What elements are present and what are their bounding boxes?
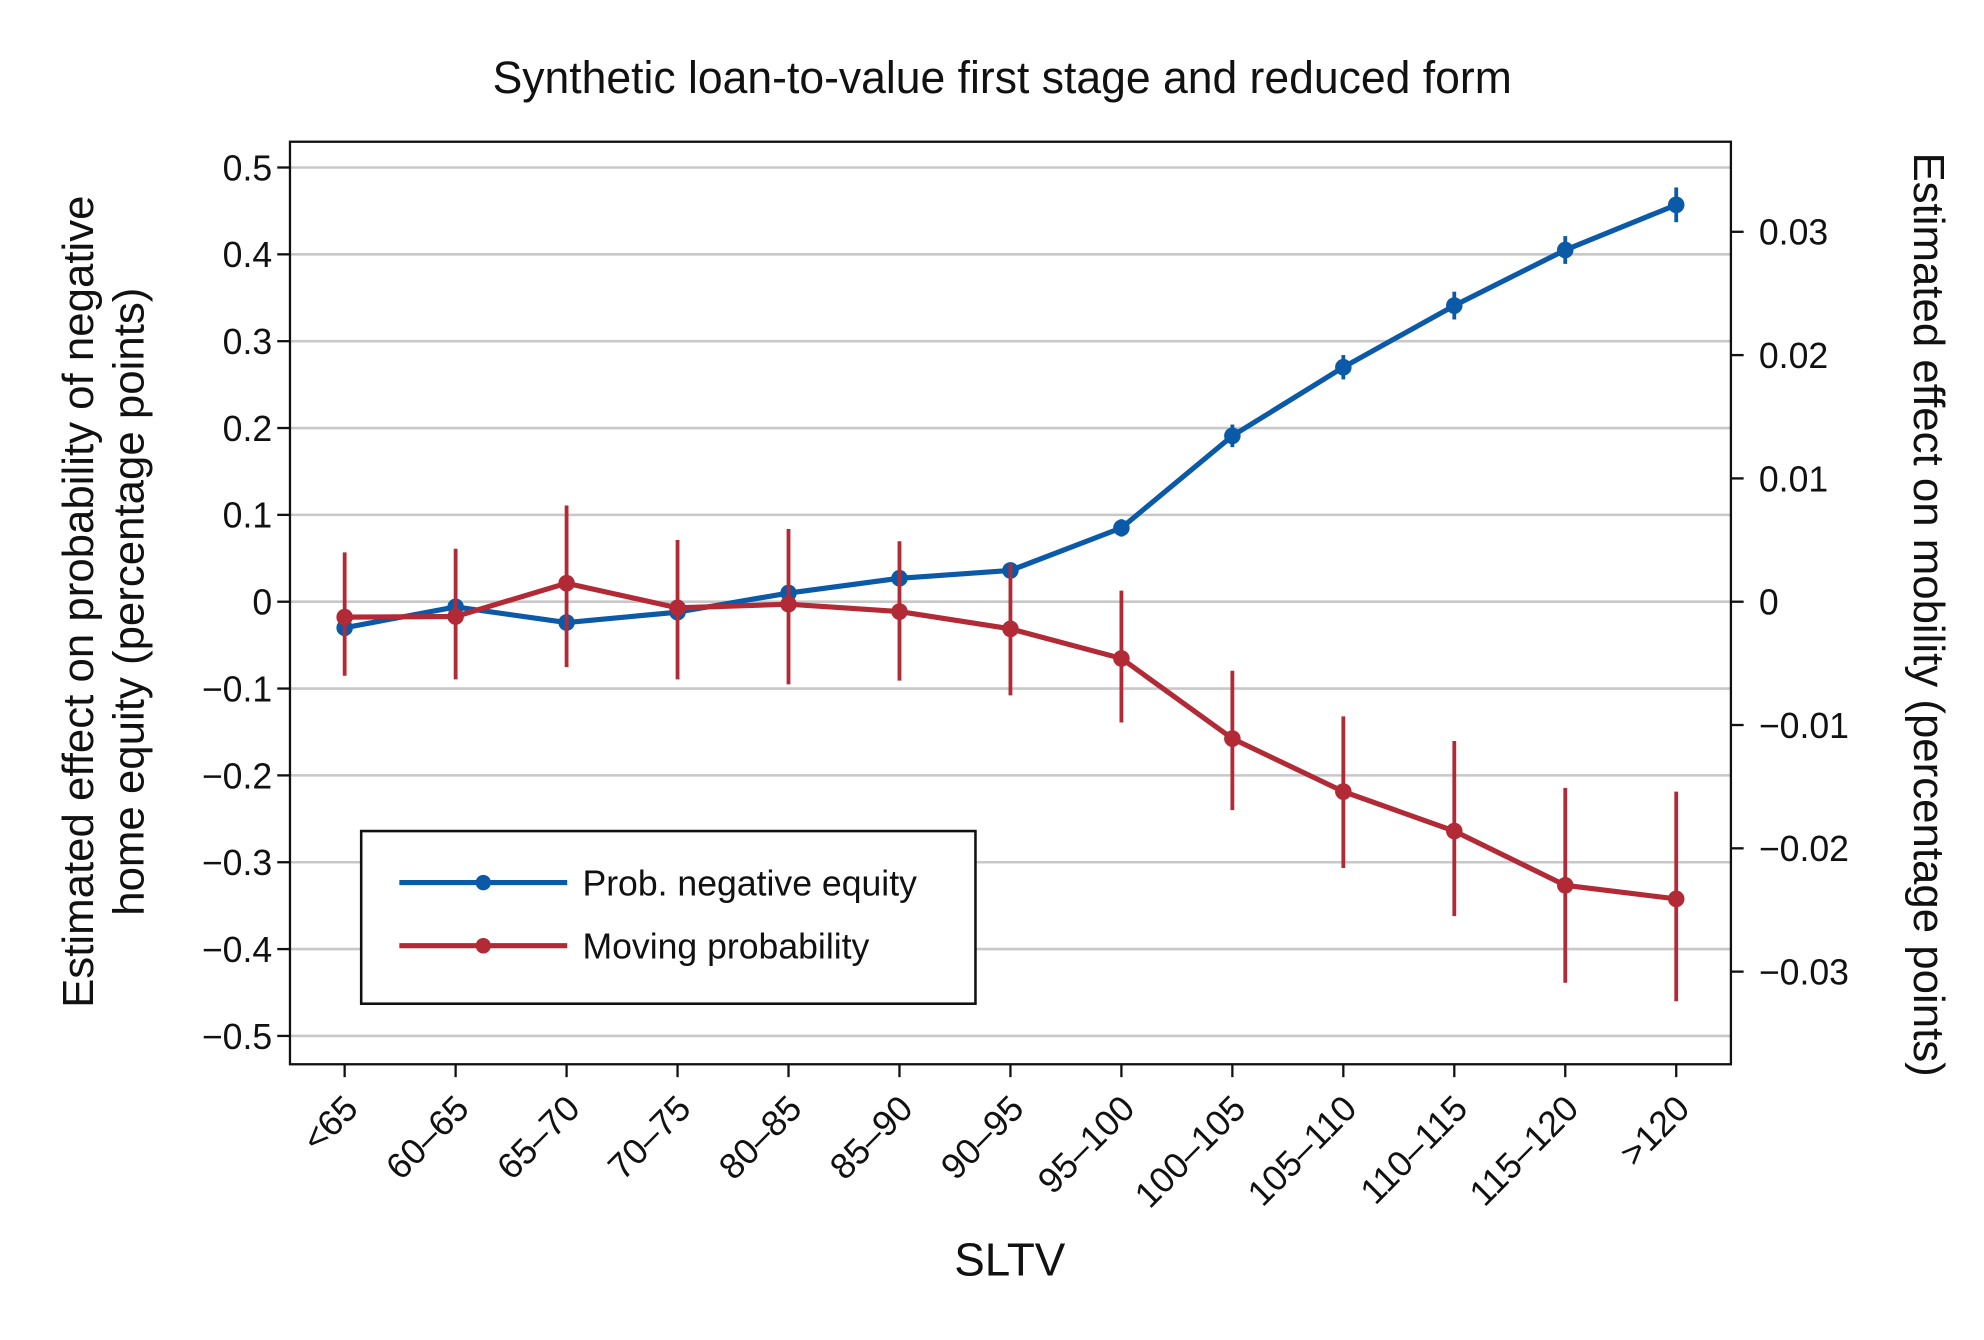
data-point — [780, 595, 797, 613]
left-y-tick-label: 0.4 — [223, 235, 272, 275]
left-y-tick-label: 0.5 — [223, 148, 272, 188]
data-point — [1556, 241, 1574, 259]
left-y-tick-label: 0.1 — [223, 496, 272, 536]
data-point — [1224, 427, 1241, 445]
left-y-tick-label: −0.2 — [202, 756, 272, 796]
right-y-tick-label: −0.01 — [1759, 706, 1849, 746]
left-y-tick-label: 0.2 — [223, 409, 272, 449]
right-y-tick-label: −0.03 — [1759, 952, 1849, 992]
data-point — [336, 608, 353, 626]
legend-label-1: Prob. negative equity — [582, 863, 916, 903]
data-point — [1667, 196, 1685, 214]
x-tick-label: 85–90 — [822, 1088, 920, 1187]
right-y-tick-label: 0.03 — [1759, 212, 1828, 252]
legend: Prob. negative equity Moving probability — [359, 829, 977, 1006]
left-y-tick-label: −0.3 — [202, 843, 272, 883]
right-y-tick-label: 0 — [1759, 582, 1779, 622]
data-point — [669, 599, 686, 617]
x-tick-label: 70–75 — [600, 1088, 698, 1187]
x-tick-label: 105–110 — [1240, 1088, 1364, 1214]
right-y-axis: 0.03 0.02 0.01 0 −0.01 −0.02 −0.03 — [1730, 212, 1849, 993]
x-tick-label: >120 — [1612, 1088, 1697, 1174]
data-point — [1667, 890, 1685, 908]
left-y-tick-label: 0 — [252, 582, 272, 622]
series-2 — [336, 505, 1685, 1002]
x-tick-label: 80–85 — [711, 1088, 809, 1187]
left-y-tick-label: 0.3 — [223, 322, 272, 362]
legend-box — [359, 829, 977, 1006]
x-tick-label: 65–70 — [489, 1088, 587, 1187]
data-point — [1113, 650, 1130, 667]
x-tick-label: <65 — [295, 1088, 366, 1160]
series-layer — [336, 187, 1685, 1002]
x-tick-label: 90–95 — [933, 1088, 1031, 1187]
right-y-axis-label: Estimated effect on mobility (percentage… — [1904, 152, 1952, 1076]
x-tick-label: 100–105 — [1127, 1088, 1253, 1216]
legend-label-2: Moving probability — [582, 926, 869, 966]
left-y-axis-label-line-2: home equity (percentage points) — [106, 288, 154, 916]
left-y-tick-label: −0.1 — [202, 669, 272, 709]
chart-title: Synthetic loan-to-value first stage and … — [493, 53, 1512, 103]
data-point — [1446, 822, 1463, 840]
left-y-axis-label-line-1: Estimated effect on probability of negat… — [55, 196, 103, 1008]
right-y-tick-label: 0.01 — [1759, 459, 1828, 499]
x-tick-label: 95–100 — [1030, 1088, 1142, 1202]
data-point — [1446, 297, 1463, 314]
x-tick-label: 115–120 — [1462, 1088, 1586, 1214]
x-axis-label: SLTV — [954, 1233, 1065, 1285]
data-point — [447, 608, 464, 625]
data-point — [1224, 730, 1241, 747]
data-point — [1002, 620, 1019, 638]
left-y-axis-label: Estimated effect on probability of negat… — [55, 196, 154, 1008]
data-point — [1335, 358, 1352, 376]
left-y-axis: 0.5 0.4 0.3 0.2 0.1 0 −0.1 −0.2 −0.3 −0.4 −0.5 — [202, 148, 290, 1057]
left-y-tick-label: −0.4 — [202, 930, 272, 970]
data-point — [558, 574, 575, 592]
right-y-tick-label: 0.02 — [1759, 336, 1828, 376]
x-tick-label: 60–65 — [378, 1088, 476, 1187]
legend-swatch-marker-1 — [475, 874, 491, 891]
x-tick-label: 110–115 — [1353, 1088, 1475, 1212]
data-point — [891, 603, 908, 620]
data-point — [1335, 783, 1352, 800]
data-point — [1113, 519, 1130, 537]
legend-swatch-marker-2 — [475, 938, 491, 954]
data-point — [1556, 876, 1574, 894]
left-y-tick-label: −0.5 — [202, 1017, 272, 1057]
x-axis: <65 60–65 65–70 70–75 80–85 85–90 90–9595–1001… — [295, 1064, 1697, 1216]
right-y-tick-label: −0.02 — [1759, 829, 1849, 869]
